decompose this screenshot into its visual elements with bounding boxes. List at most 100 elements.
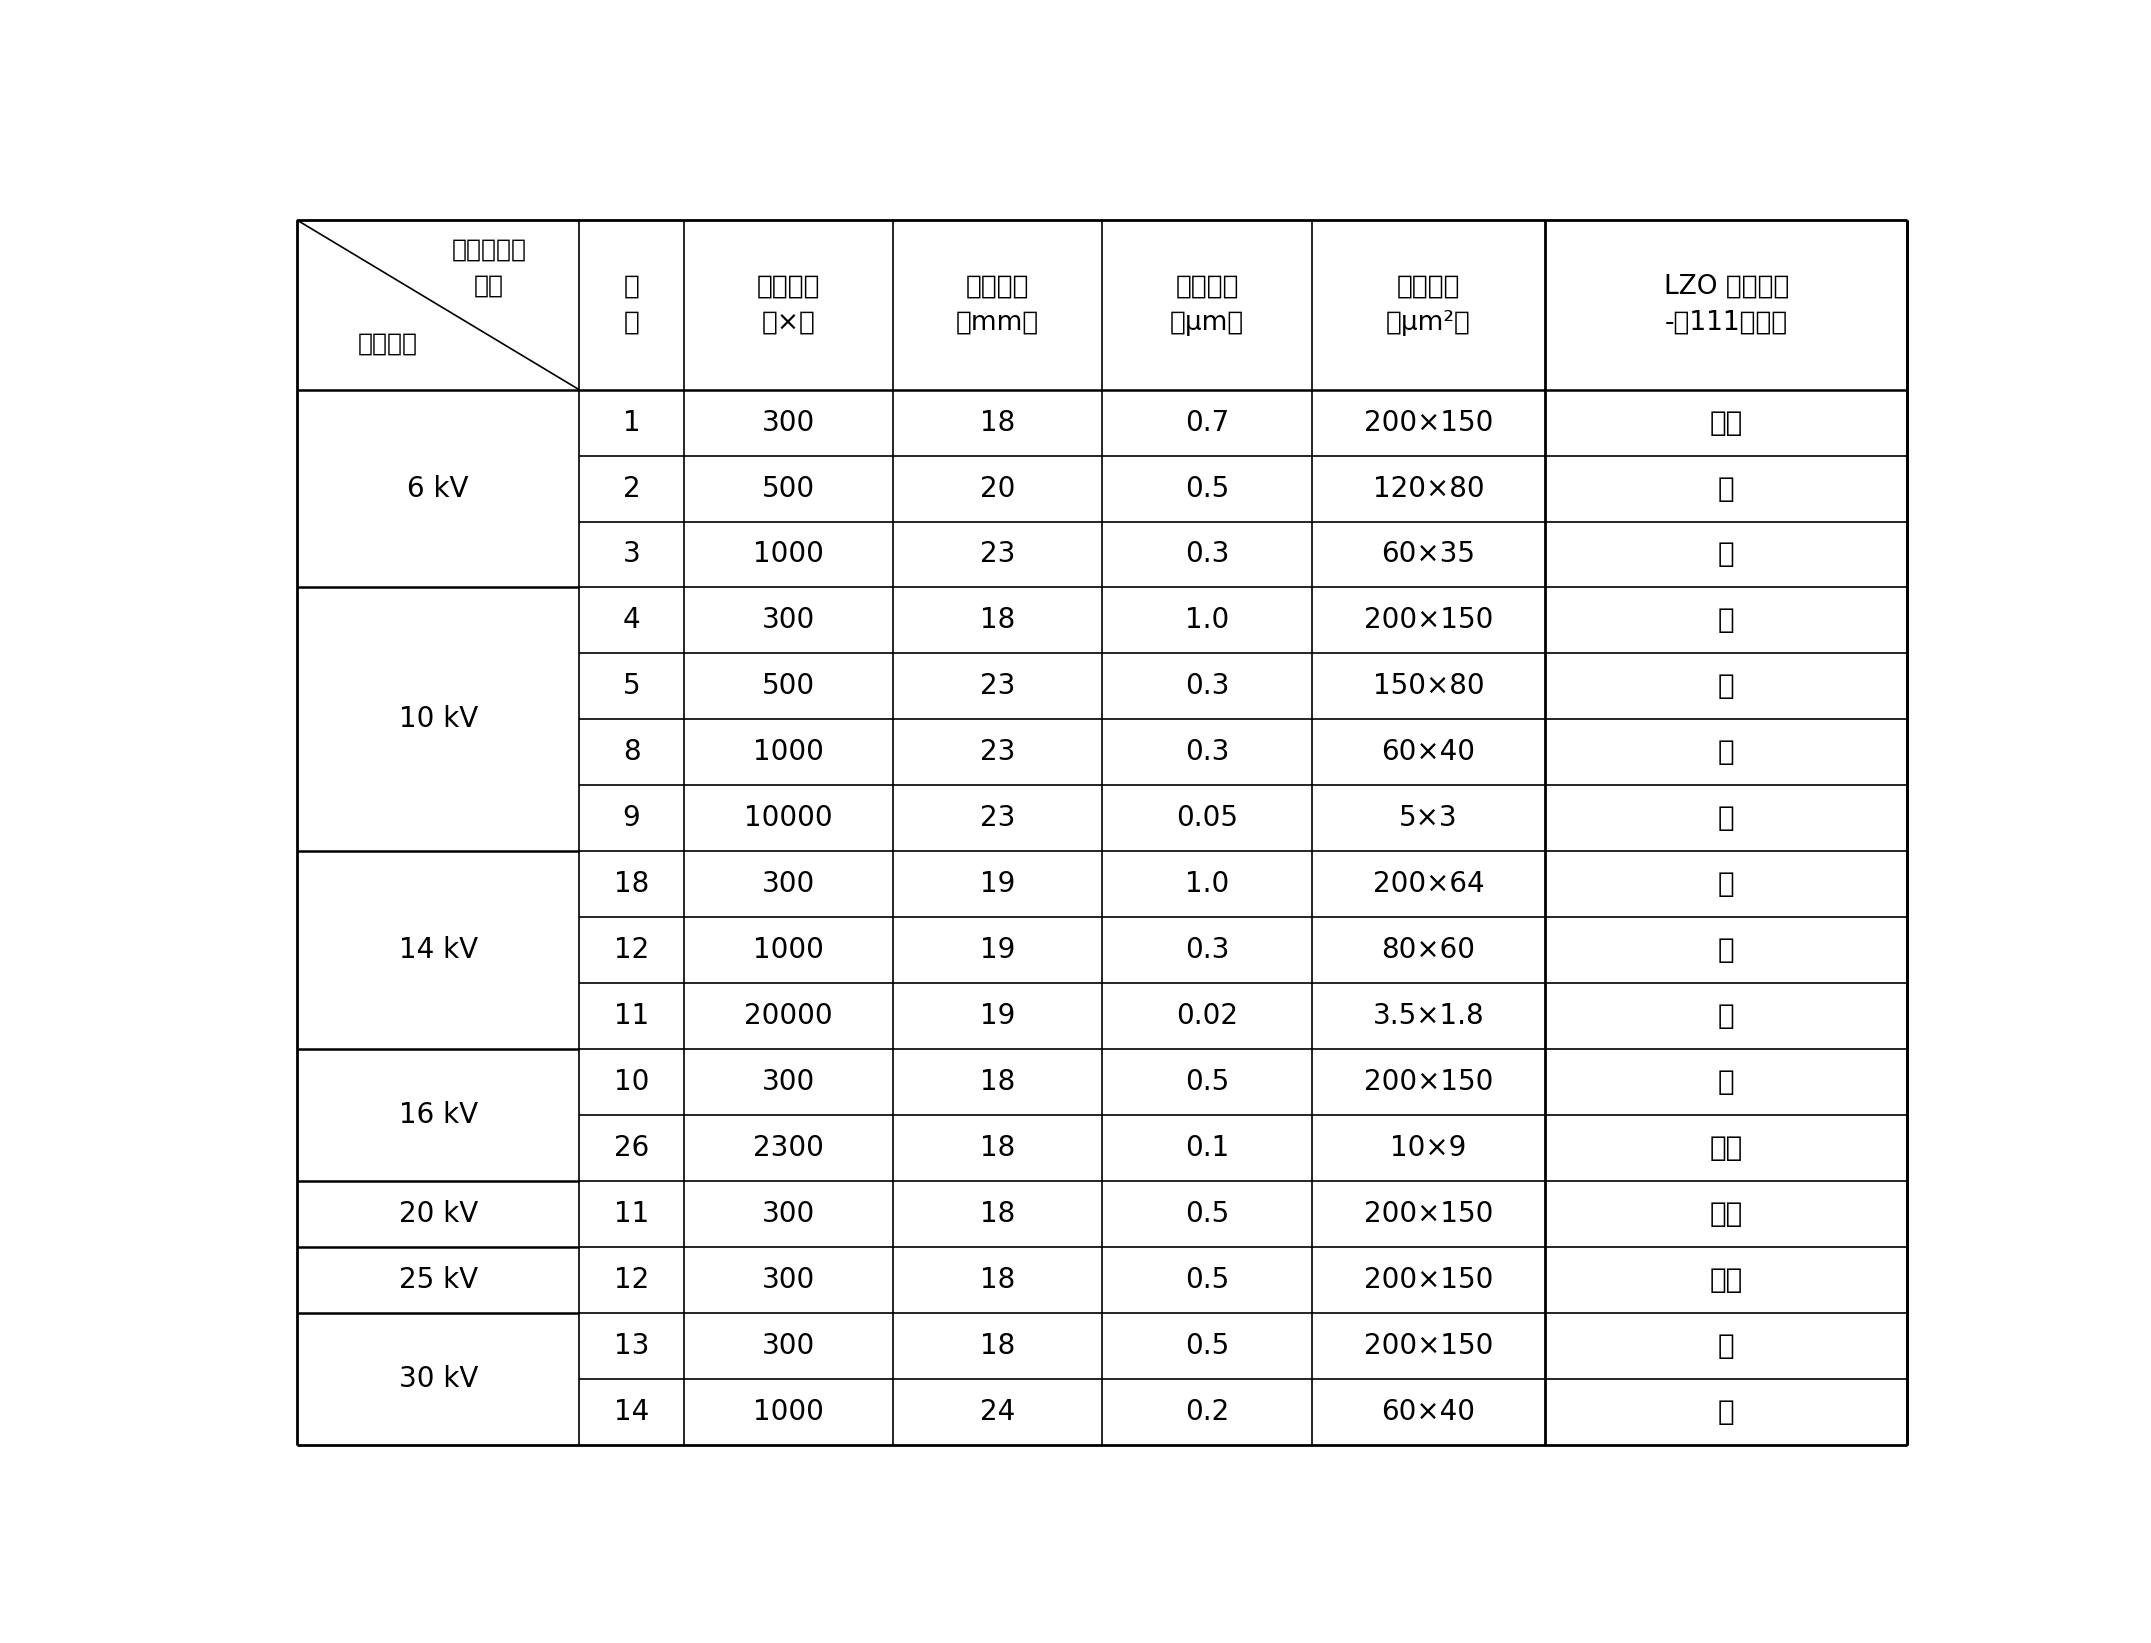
Text: 1000: 1000 bbox=[753, 541, 824, 568]
Text: 200×150: 200×150 bbox=[1364, 1199, 1493, 1227]
Text: 2300: 2300 bbox=[753, 1134, 824, 1162]
Text: 极弱: 极弱 bbox=[1710, 1134, 1742, 1162]
Text: 工作距离
（mm）: 工作距离 （mm） bbox=[955, 274, 1039, 335]
Text: 0.3: 0.3 bbox=[1185, 738, 1228, 766]
Text: 3: 3 bbox=[622, 541, 641, 568]
Text: 30 kV: 30 kV bbox=[398, 1365, 478, 1393]
Text: 6 kV: 6 kV bbox=[407, 475, 469, 503]
Text: 无: 无 bbox=[1719, 1332, 1734, 1360]
Text: 18: 18 bbox=[981, 1134, 1015, 1162]
Text: 60×40: 60×40 bbox=[1381, 1398, 1476, 1426]
Text: 60×40: 60×40 bbox=[1381, 738, 1476, 766]
Text: 200×150: 200×150 bbox=[1364, 606, 1493, 634]
Text: 23: 23 bbox=[981, 672, 1015, 700]
Text: 120×80: 120×80 bbox=[1372, 475, 1484, 503]
Text: 扫描范围
（μm²）: 扫描范围 （μm²） bbox=[1385, 274, 1471, 335]
Text: 强: 强 bbox=[1719, 738, 1734, 766]
Text: 0.1: 0.1 bbox=[1185, 1134, 1228, 1162]
Text: 1: 1 bbox=[622, 409, 641, 437]
Text: 放大倍率
（×）: 放大倍率 （×） bbox=[757, 274, 820, 335]
Text: 300: 300 bbox=[761, 1068, 815, 1096]
Text: 300: 300 bbox=[761, 1199, 815, 1227]
Text: 1.0: 1.0 bbox=[1185, 871, 1228, 899]
Text: 10: 10 bbox=[613, 1068, 650, 1096]
Text: 300: 300 bbox=[761, 606, 815, 634]
Text: 19: 19 bbox=[981, 1002, 1015, 1030]
Text: 强: 强 bbox=[1719, 672, 1734, 700]
Text: 20: 20 bbox=[981, 475, 1015, 503]
Text: 18: 18 bbox=[981, 409, 1015, 437]
Text: 14 kV: 14 kV bbox=[398, 937, 478, 964]
Text: 1.0: 1.0 bbox=[1185, 606, 1228, 634]
Text: 12: 12 bbox=[613, 937, 650, 964]
Text: 200×150: 200×150 bbox=[1364, 1068, 1493, 1096]
Text: 24: 24 bbox=[981, 1398, 1015, 1426]
Text: 10 kV: 10 kV bbox=[398, 705, 478, 733]
Text: 200×150: 200×150 bbox=[1364, 409, 1493, 437]
Text: LZO 织构强度
-（111）极图: LZO 织构强度 -（111）极图 bbox=[1663, 274, 1790, 335]
Text: 8: 8 bbox=[622, 738, 641, 766]
Text: 极弱: 极弱 bbox=[1710, 1265, 1742, 1293]
Text: 300: 300 bbox=[761, 1332, 815, 1360]
Text: 加速电压: 加速电压 bbox=[357, 332, 417, 357]
Text: 19: 19 bbox=[981, 871, 1015, 899]
Text: 0.5: 0.5 bbox=[1185, 1332, 1228, 1360]
Text: 200×150: 200×150 bbox=[1364, 1265, 1493, 1293]
Text: 9: 9 bbox=[622, 803, 641, 833]
Text: 14: 14 bbox=[613, 1398, 650, 1426]
Text: 最强: 最强 bbox=[1710, 409, 1742, 437]
Text: 300: 300 bbox=[761, 871, 815, 899]
Text: 20 kV: 20 kV bbox=[398, 1199, 478, 1227]
Text: 强: 强 bbox=[1719, 871, 1734, 899]
Text: 0.7: 0.7 bbox=[1185, 409, 1228, 437]
Text: 0.05: 0.05 bbox=[1177, 803, 1239, 833]
Text: 18: 18 bbox=[613, 871, 650, 899]
Text: 弱: 弱 bbox=[1719, 937, 1734, 964]
Text: 200×64: 200×64 bbox=[1372, 871, 1484, 899]
Text: 5×3: 5×3 bbox=[1398, 803, 1458, 833]
Text: 23: 23 bbox=[981, 541, 1015, 568]
Text: 10000: 10000 bbox=[744, 803, 832, 833]
Text: 0.3: 0.3 bbox=[1185, 672, 1228, 700]
Text: 1000: 1000 bbox=[753, 937, 824, 964]
Text: 20000: 20000 bbox=[744, 1002, 832, 1030]
Text: 测试参数及
结果: 测试参数及 结果 bbox=[452, 238, 527, 297]
Text: 无: 无 bbox=[1719, 1002, 1734, 1030]
Text: 80×60: 80×60 bbox=[1381, 937, 1476, 964]
Text: 扫描步进
（μm）: 扫描步进 （μm） bbox=[1170, 274, 1243, 335]
Text: 0.5: 0.5 bbox=[1185, 475, 1228, 503]
Text: 0.5: 0.5 bbox=[1185, 1265, 1228, 1293]
Text: 0.3: 0.3 bbox=[1185, 541, 1228, 568]
Text: 13: 13 bbox=[613, 1332, 650, 1360]
Text: 1000: 1000 bbox=[753, 1398, 824, 1426]
Text: 11: 11 bbox=[613, 1199, 650, 1227]
Text: 300: 300 bbox=[761, 1265, 815, 1293]
Text: 强: 强 bbox=[1719, 606, 1734, 634]
Text: 18: 18 bbox=[981, 1332, 1015, 1360]
Text: 0.02: 0.02 bbox=[1177, 1002, 1239, 1030]
Text: 25 kV: 25 kV bbox=[398, 1265, 478, 1293]
Text: 弱: 弱 bbox=[1719, 1068, 1734, 1096]
Text: 18: 18 bbox=[981, 1199, 1015, 1227]
Text: 18: 18 bbox=[981, 1265, 1015, 1293]
Text: 60×35: 60×35 bbox=[1381, 541, 1476, 568]
Text: 4: 4 bbox=[622, 606, 641, 634]
Text: 10×9: 10×9 bbox=[1390, 1134, 1467, 1162]
Text: 0.2: 0.2 bbox=[1185, 1398, 1228, 1426]
Text: 强: 强 bbox=[1719, 541, 1734, 568]
Text: 300: 300 bbox=[761, 409, 815, 437]
Text: 5: 5 bbox=[622, 672, 641, 700]
Text: 16 kV: 16 kV bbox=[398, 1101, 478, 1129]
Text: 18: 18 bbox=[981, 606, 1015, 634]
Text: 0.5: 0.5 bbox=[1185, 1199, 1228, 1227]
Text: 3.5×1.8: 3.5×1.8 bbox=[1372, 1002, 1484, 1030]
Text: 0.5: 0.5 bbox=[1185, 1068, 1228, 1096]
Text: 500: 500 bbox=[761, 475, 815, 503]
Text: 12: 12 bbox=[613, 1265, 650, 1293]
Text: 1000: 1000 bbox=[753, 738, 824, 766]
Text: 19: 19 bbox=[981, 937, 1015, 964]
Text: 强: 强 bbox=[1719, 475, 1734, 503]
Text: 150×80: 150×80 bbox=[1372, 672, 1484, 700]
Text: 2: 2 bbox=[622, 475, 641, 503]
Text: 极弱: 极弱 bbox=[1710, 1199, 1742, 1227]
